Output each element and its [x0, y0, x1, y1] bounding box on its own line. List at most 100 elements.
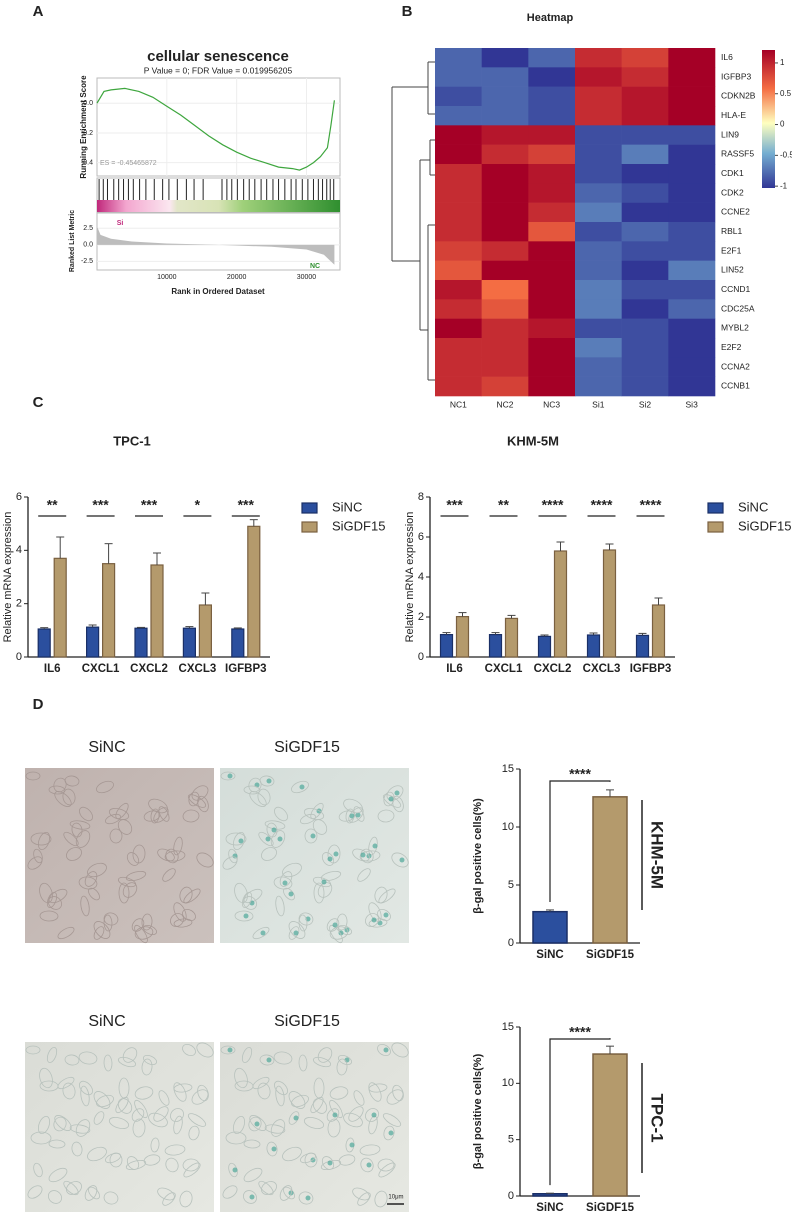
legend-label: SiGDF15: [738, 518, 791, 533]
cell: [148, 798, 168, 814]
cell: [93, 921, 111, 939]
cell: [261, 847, 277, 861]
stain: [227, 773, 233, 779]
heatmap-cell: [621, 86, 669, 107]
cell: [383, 791, 395, 807]
bar: [532, 1192, 568, 1197]
heatmap-cell: [621, 260, 669, 281]
cell: [368, 1082, 382, 1102]
x-tick-label: CXCL3: [583, 663, 621, 675]
cell: [359, 1144, 381, 1156]
cell: [117, 1098, 133, 1114]
bar: [488, 633, 503, 658]
cell: [79, 1080, 93, 1096]
stain: [332, 922, 338, 928]
cell: [258, 831, 274, 847]
x-tick-label: 20000: [227, 274, 247, 281]
heatmap-cell: [481, 241, 529, 261]
heatmap-cell: [435, 376, 482, 397]
stain: [360, 852, 366, 858]
stain: [327, 856, 333, 862]
cell: [282, 862, 302, 878]
row-label: CCNA2: [721, 361, 750, 371]
cell: [131, 1108, 145, 1122]
row-label: HLA-E: [721, 110, 746, 120]
cell: [30, 832, 52, 846]
bar: [635, 634, 650, 658]
stain: [388, 1130, 394, 1136]
image-label: SiGDF15: [274, 739, 340, 756]
cell: [179, 1190, 193, 1208]
cell: [378, 888, 396, 904]
cell: [270, 830, 286, 848]
cell: [96, 780, 114, 794]
heatmap-cell: [481, 144, 529, 165]
y-tick-label: 0: [508, 1190, 514, 1202]
cell: [188, 791, 200, 807]
y-tick-label: 0: [508, 937, 514, 949]
row-label: CCND1: [721, 284, 751, 294]
cell: [173, 836, 183, 856]
stain: [266, 778, 272, 784]
cell: [378, 1162, 396, 1178]
cell: [39, 910, 59, 922]
plot-frame: [96, 77, 341, 177]
x-tick-label: CXCL1: [82, 663, 120, 675]
cell: [220, 1045, 236, 1055]
cell: [143, 810, 161, 822]
stain: [366, 1162, 372, 1168]
significance: ****: [640, 497, 662, 513]
cell: [234, 910, 254, 922]
heatmap-cell: [668, 280, 716, 300]
legend-swatch: [707, 502, 724, 514]
heatmap-cell: [621, 280, 669, 300]
cell: [329, 1099, 343, 1119]
heatmap-cell: [435, 106, 482, 126]
heatmap-cell: [575, 125, 622, 145]
y-tick-label: 6: [418, 531, 424, 543]
cell: [312, 876, 332, 888]
cell: [69, 1124, 91, 1134]
y-tick-label: 0: [418, 651, 424, 663]
chart-title: cellular senescence: [147, 48, 289, 65]
heatmap-cell: [668, 202, 716, 223]
y-tick-label: 8: [418, 491, 424, 503]
cell: [46, 1046, 58, 1064]
cell: [291, 780, 309, 794]
cell: [241, 891, 253, 909]
heatmap-cell: [621, 318, 669, 339]
row-label: CCNE2: [721, 207, 750, 217]
heatmap-cell: [528, 376, 576, 397]
cell: [69, 820, 91, 830]
stain: [383, 1047, 389, 1053]
cell: [312, 1056, 332, 1068]
cell: [183, 1162, 201, 1178]
cell: [71, 1141, 83, 1157]
bar: [592, 1053, 628, 1197]
cell: [87, 862, 107, 878]
cell: [299, 813, 317, 825]
heatmap-cell: [575, 280, 622, 300]
cell: [109, 828, 123, 844]
cell: [391, 852, 409, 868]
y-axis-label: β-gal positive cells(%): [472, 1053, 484, 1169]
heatmap-cell: [621, 164, 669, 184]
cell: [386, 1089, 404, 1105]
cell: [196, 1042, 214, 1058]
cell: [126, 852, 140, 866]
significance: ****: [591, 497, 613, 513]
significance: ***: [446, 497, 463, 513]
cell: [27, 856, 43, 870]
cell: [298, 912, 314, 926]
y-tick-label: 5: [508, 879, 514, 891]
heatmap-cell: [668, 222, 716, 242]
cell: [196, 852, 214, 868]
y-tick-label: 4: [16, 544, 22, 556]
heatmap-cell: [575, 183, 622, 203]
cell: [317, 1047, 333, 1063]
cell: [188, 1125, 200, 1141]
legend-label: SiNC: [332, 499, 362, 514]
cell: [357, 868, 371, 882]
heatmap-cell: [435, 144, 482, 165]
